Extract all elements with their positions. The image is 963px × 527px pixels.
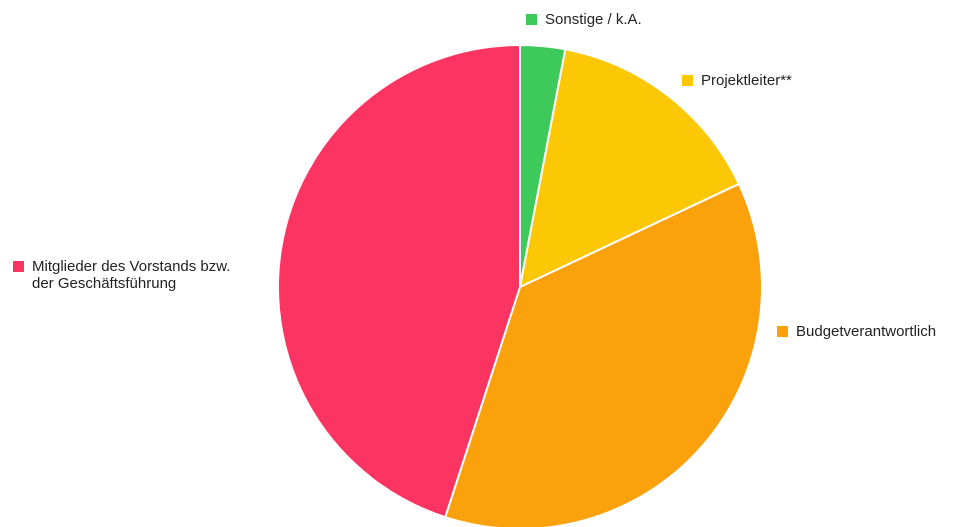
- legend-swatch-projektleiter: [682, 75, 693, 86]
- pie-slice-budgetverantwortlich: [443, 182, 763, 527]
- legend-label-vorstand: Mitglieder des Vorstands bzw. der Geschä…: [32, 258, 231, 292]
- legend-label-projektleiter: Projektleiter**: [701, 72, 792, 89]
- legend-swatch-budgetverantwortlich: [777, 326, 788, 337]
- legend-swatch-sonstige: [526, 14, 537, 25]
- legend-item-budgetverantwortlich: Budgetverantwortlich: [777, 323, 936, 340]
- legend-swatch-vorstand: [13, 261, 24, 272]
- legend-label-sonstige: Sonstige / k.A.: [545, 11, 642, 28]
- legend-item-sonstige: Sonstige / k.A.: [526, 11, 642, 28]
- pie-slice-projektleiter: [518, 48, 741, 289]
- legend-label-budgetverantwortlich: Budgetverantwortlich: [796, 323, 937, 340]
- pie-slice-vorstand: [277, 43, 521, 519]
- legend-item-projektleiter: Projektleiter**: [682, 72, 792, 89]
- legend-item-vorstand: Mitglieder des Vorstands bzw. der Geschä…: [13, 258, 230, 292]
